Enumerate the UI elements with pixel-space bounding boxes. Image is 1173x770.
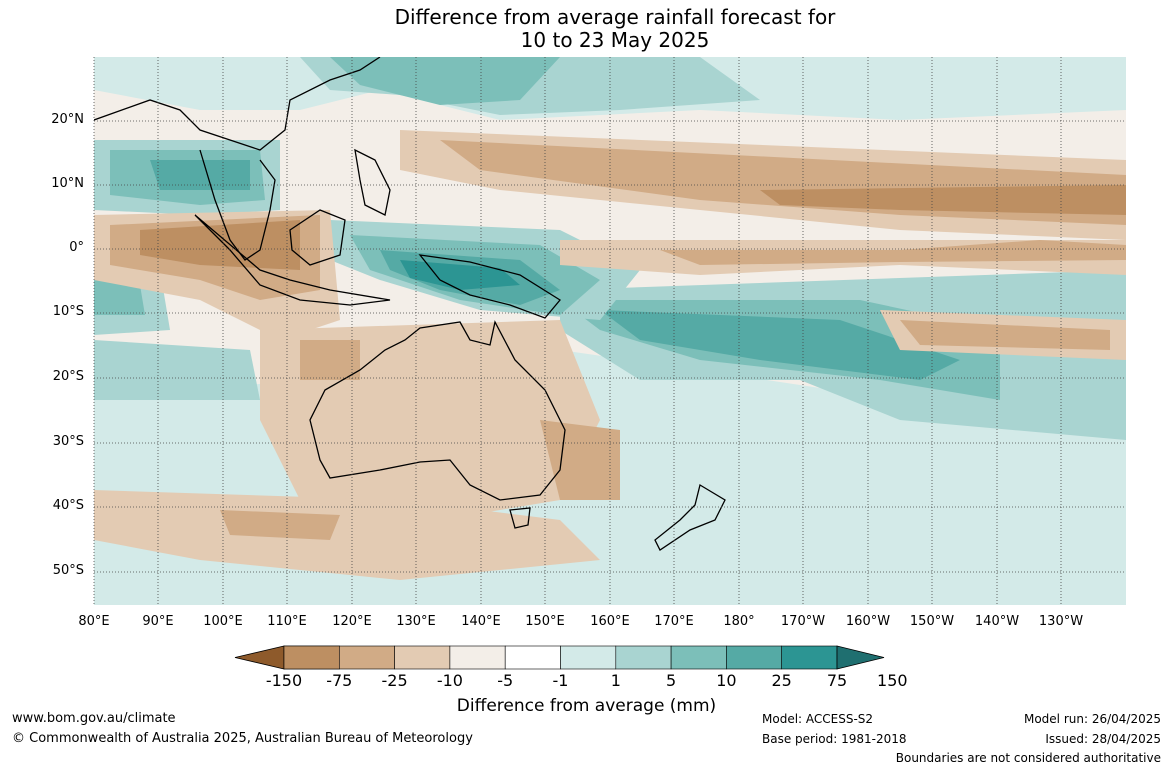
longitude-label: 150°E bbox=[525, 614, 565, 629]
colorbar-swatch bbox=[504, 645, 561, 670]
longitude-label: 160°W bbox=[845, 614, 891, 629]
colorbar-title: Difference from average (mm) bbox=[456, 696, 717, 716]
colorbar-tick-label: 25 bbox=[771, 671, 792, 690]
latitude-label: 30°S bbox=[52, 434, 84, 449]
longitude-label: 90°E bbox=[142, 614, 174, 629]
colorbar-tick-label: -25 bbox=[381, 671, 408, 690]
colorbar-tick-label: 1 bbox=[610, 671, 621, 690]
latitude-label: 10°N bbox=[51, 176, 84, 191]
model-run-date: Model run: 26/04/2025 bbox=[1023, 712, 1161, 726]
latitude-label: 20°N bbox=[51, 112, 84, 127]
latitude-label: 10°S bbox=[52, 304, 84, 319]
colorbar-swatch bbox=[394, 645, 451, 670]
website-link[interactable]: www.bom.gov.au/climate bbox=[12, 711, 176, 726]
longitude-label: 130°E bbox=[396, 614, 436, 629]
colorbar-tick-label: -150 bbox=[265, 671, 303, 690]
colorbar-tick-label: 5 bbox=[666, 671, 677, 690]
colorbar-swatch bbox=[781, 645, 838, 670]
colorbar-swatch bbox=[726, 645, 783, 670]
base-period: Base period: 1981-2018 bbox=[762, 732, 907, 746]
colorbar-swatch bbox=[449, 645, 506, 670]
colorbar-tick-label: -10 bbox=[436, 671, 463, 690]
colorbar-swatch bbox=[615, 645, 672, 670]
colorbar-tick-label: -5 bbox=[497, 671, 514, 690]
colorbar-swatch bbox=[338, 645, 395, 670]
boundaries-disclaimer: Boundaries are not considered authoritat… bbox=[895, 751, 1161, 765]
longitude-label: 130°W bbox=[1038, 614, 1084, 629]
colorbar-tick-label: -1 bbox=[552, 671, 569, 690]
maritime-continent-outline bbox=[194, 214, 391, 306]
longitude-label: 100°E bbox=[203, 614, 243, 629]
longitude-label: 180° bbox=[723, 614, 755, 629]
longitude-label: 110°E bbox=[267, 614, 307, 629]
latitude-label: 0° bbox=[69, 240, 84, 255]
latitude-label: 40°S bbox=[52, 498, 84, 513]
colorbar-swatch bbox=[283, 645, 340, 670]
gridlines bbox=[93, 57, 1126, 605]
longitude-label: 140°W bbox=[974, 614, 1020, 629]
colorbar-tick-label: 75 bbox=[826, 671, 848, 690]
colorbar-tick-label: 150 bbox=[877, 671, 908, 690]
borneo-outline bbox=[289, 209, 346, 266]
map-title-line1: Difference from average rainfall forecas… bbox=[394, 5, 836, 29]
longitude-label: 160°E bbox=[590, 614, 630, 629]
latitude-label: 20°S bbox=[52, 369, 84, 384]
model-name: Model: ACCESS-S2 bbox=[762, 712, 874, 726]
latitude-label: 50°S bbox=[52, 563, 84, 578]
longitude-label: 80°E bbox=[78, 614, 110, 629]
longitude-label: 170°E bbox=[654, 614, 694, 629]
philippines-outline bbox=[354, 148, 391, 216]
colorbar bbox=[234, 645, 885, 670]
issued-date: Issued: 28/04/2025 bbox=[1045, 732, 1161, 746]
longitude-label: 120°E bbox=[332, 614, 372, 629]
colorbar-tick-label: -75 bbox=[326, 671, 353, 690]
colorbar-min-arrow bbox=[234, 645, 285, 670]
copyright-text: © Commonwealth of Australia 2025, Austra… bbox=[12, 731, 473, 746]
map-title-line2: 10 to 23 May 2025 bbox=[520, 28, 710, 52]
longitude-label: 150°W bbox=[909, 614, 955, 629]
tasmania-outline bbox=[509, 507, 531, 529]
colorbar-swatch bbox=[560, 645, 617, 670]
colorbar-max-arrow bbox=[836, 645, 885, 670]
longitude-label: 140°E bbox=[461, 614, 501, 629]
australia-outline bbox=[309, 320, 566, 501]
colorbar-tick-label: 10 bbox=[716, 671, 737, 690]
longitude-label: 170°W bbox=[780, 614, 826, 629]
colorbar-swatch bbox=[670, 645, 727, 670]
asia-outline bbox=[94, 57, 381, 151]
